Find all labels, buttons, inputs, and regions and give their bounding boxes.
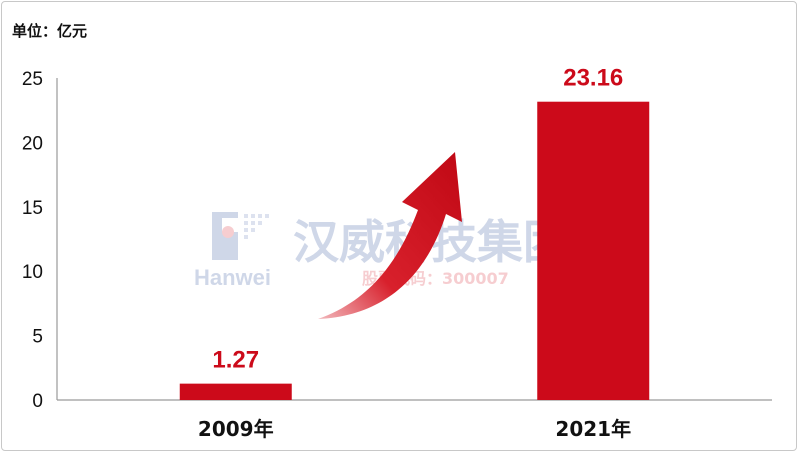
value-label-1: 23.16 — [563, 65, 623, 92]
y-tick-label-1: 5 — [32, 327, 43, 348]
y-tick-label-4: 20 — [22, 133, 43, 154]
watermark-brand: Hanwei — [194, 265, 271, 290]
y-tick-label-0: 0 — [32, 391, 43, 412]
x-tick-label-1: 2021年 — [555, 417, 631, 441]
y-tick-label-3: 15 — [22, 198, 43, 219]
bar-1 — [537, 101, 650, 400]
hanwei-logo-icon — [212, 212, 269, 260]
value-label-0: 1.27 — [212, 347, 259, 374]
bar-0 — [179, 383, 292, 400]
bars — [179, 101, 650, 400]
x-tick-labels: 2009年 2021年 — [198, 417, 631, 441]
y-tick-labels: 0 5 10 15 20 25 — [22, 69, 43, 412]
growth-arrow — [318, 152, 462, 319]
y-tick-label-2: 10 — [22, 262, 43, 283]
x-tick-label-0: 2009年 — [198, 417, 274, 441]
y-tick-label-5: 25 — [22, 69, 43, 90]
value-labels: 1.27 23.16 — [212, 65, 623, 374]
unit-label: 单位：亿元 — [12, 22, 88, 40]
